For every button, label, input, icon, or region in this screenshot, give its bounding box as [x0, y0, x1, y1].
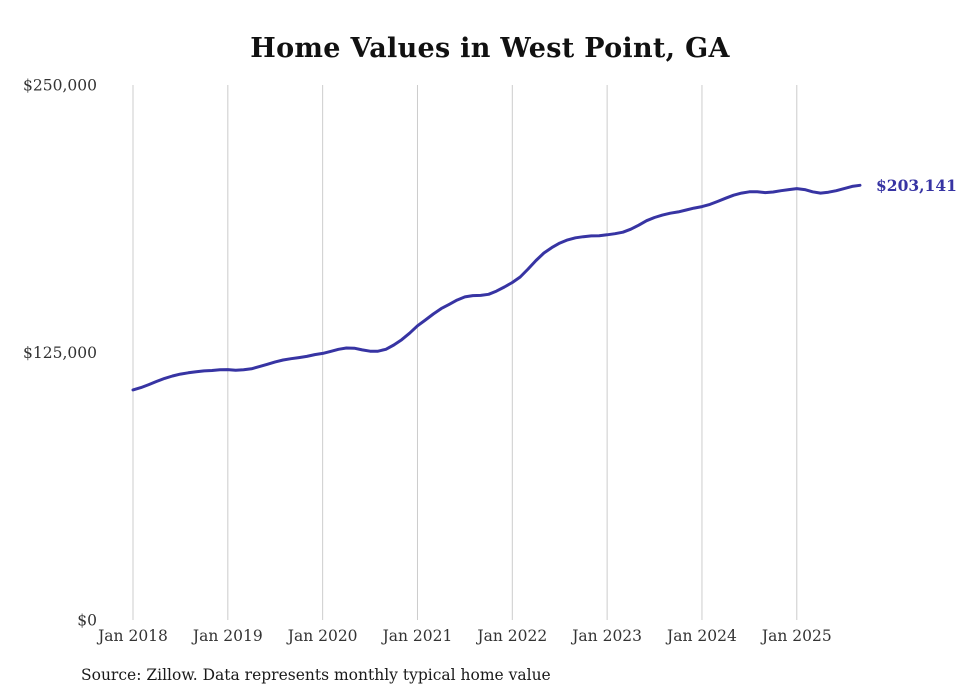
x-tick-label: Jan 2023	[570, 627, 642, 645]
x-tick-label: Jan 2021	[381, 627, 453, 645]
x-tick-label: Jan 2018	[96, 627, 168, 645]
y-tick-label: $125,000	[23, 344, 97, 362]
x-tick-label: Jan 2022	[475, 627, 547, 645]
source-note: Source: Zillow. Data represents monthly …	[81, 666, 551, 684]
x-tick-label: Jan 2025	[760, 627, 832, 645]
x-tick-label: Jan 2024	[665, 627, 737, 645]
y-tick-label: $0	[77, 612, 97, 630]
chart-title: Home Values in West Point, GA	[250, 33, 730, 64]
x-tick-label: Jan 2020	[286, 627, 358, 645]
x-tick-label: Jan 2019	[191, 627, 263, 645]
y-tick-label: $250,000	[23, 77, 97, 95]
value-line	[131, 183, 862, 392]
end-value-label: $203,141	[876, 176, 957, 195]
